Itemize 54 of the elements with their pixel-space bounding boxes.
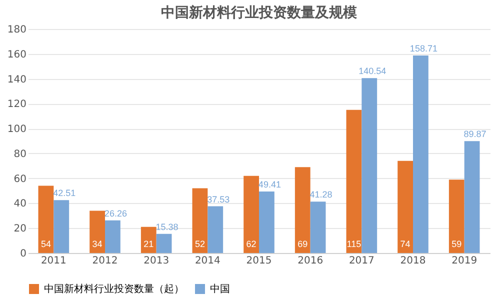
y-tick-label: 100 <box>7 124 26 136</box>
data-label: 74 <box>400 239 410 249</box>
y-tick-label: 20 <box>14 224 26 235</box>
data-label: 62 <box>246 239 256 249</box>
x-tick-label: 2017 <box>348 256 374 266</box>
y-tick-label: 40 <box>14 198 26 210</box>
x-tick-label: 2013 <box>144 256 170 266</box>
x-tick-label: 2012 <box>92 256 118 266</box>
bar <box>140 226 156 253</box>
bar <box>448 180 464 253</box>
bar <box>192 188 208 253</box>
data-label: 34 <box>92 239 102 249</box>
bar <box>464 141 480 253</box>
data-label: 37.53 <box>207 194 230 204</box>
data-label: 15.38 <box>156 222 178 232</box>
legend-label: 中国 <box>210 283 230 295</box>
chart-title: 中国新材料行业投资数量及规模 <box>161 4 358 21</box>
bar <box>259 192 274 253</box>
x-tick-label: 2015 <box>246 256 272 266</box>
bar <box>208 206 224 253</box>
data-label: 115 <box>346 239 362 249</box>
data-label: 89.87 <box>464 129 486 140</box>
y-tick-label: 60 <box>14 174 26 185</box>
data-label: 69 <box>298 239 308 249</box>
bar <box>38 186 54 253</box>
y-tick-label: 0 <box>20 248 26 260</box>
x-tick-label: 2011 <box>40 256 66 266</box>
data-label: 21 <box>144 239 154 249</box>
y-tick-label: 180 <box>7 24 26 36</box>
legend-label: 中国新材料行业投资数量（起） <box>44 283 184 295</box>
y-tick-label: 160 <box>7 49 26 60</box>
bar <box>346 110 362 253</box>
bar <box>413 55 428 253</box>
x-tick-label: 2019 <box>452 256 478 266</box>
data-label: 140.54 <box>358 66 386 76</box>
y-tick-label: 140 <box>7 74 26 86</box>
bar <box>398 160 413 253</box>
bar <box>244 176 259 253</box>
bar <box>105 220 120 253</box>
bar <box>90 210 105 253</box>
data-label: 52 <box>194 239 205 249</box>
y-tick-label: 120 <box>7 99 26 110</box>
y-tick-label: 80 <box>14 148 26 160</box>
bar <box>362 78 378 253</box>
data-label: 59 <box>452 239 462 249</box>
bar <box>54 200 70 253</box>
bar <box>294 167 310 253</box>
bar <box>310 202 326 253</box>
bar <box>156 234 172 253</box>
x-tick-label: 2018 <box>400 256 426 266</box>
x-tick-label: 2014 <box>194 256 220 266</box>
data-label: 158.71 <box>410 43 438 54</box>
data-label: 54 <box>40 239 51 249</box>
x-tick-label: 2016 <box>298 256 324 266</box>
